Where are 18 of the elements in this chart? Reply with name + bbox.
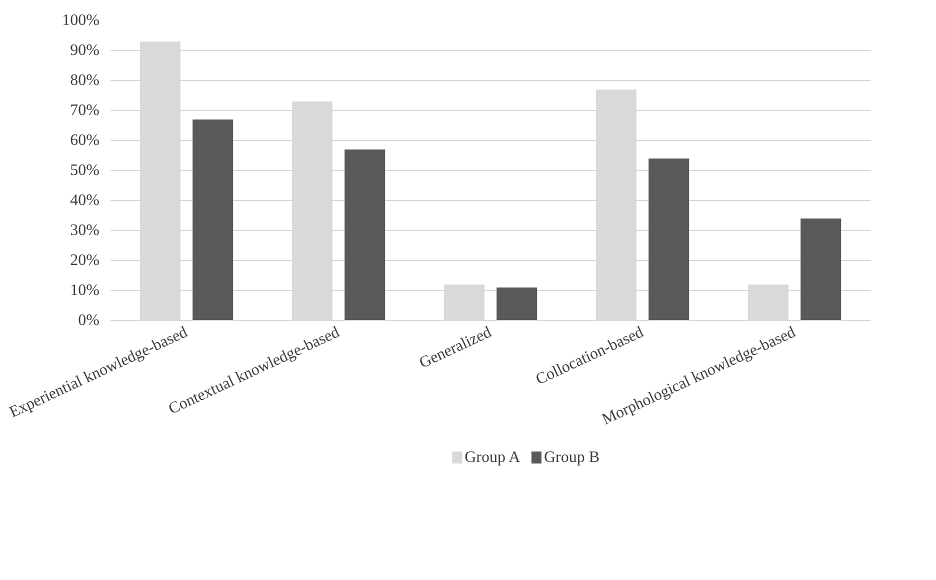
y-tick-label: 80% [70, 72, 100, 89]
y-tick-label: 30% [70, 222, 100, 239]
bar [192, 120, 234, 320]
bar [800, 218, 842, 320]
y-tick-label: 90% [70, 42, 100, 59]
y-tick-label: 60% [70, 132, 100, 149]
bar [648, 158, 690, 320]
y-tick-label: 10% [70, 282, 100, 299]
y-tick-label: 0% [78, 312, 100, 329]
y-tick-label: 50% [70, 162, 100, 179]
y-tick-label: 70% [70, 102, 100, 119]
bar [496, 288, 538, 320]
legend-label: Group B [544, 449, 600, 466]
y-tick-label: 20% [70, 252, 100, 269]
legend-label: Group A [464, 449, 521, 466]
bar [344, 150, 386, 320]
y-tick-label: 40% [70, 192, 100, 209]
y-tick-label: 100% [62, 12, 100, 29]
